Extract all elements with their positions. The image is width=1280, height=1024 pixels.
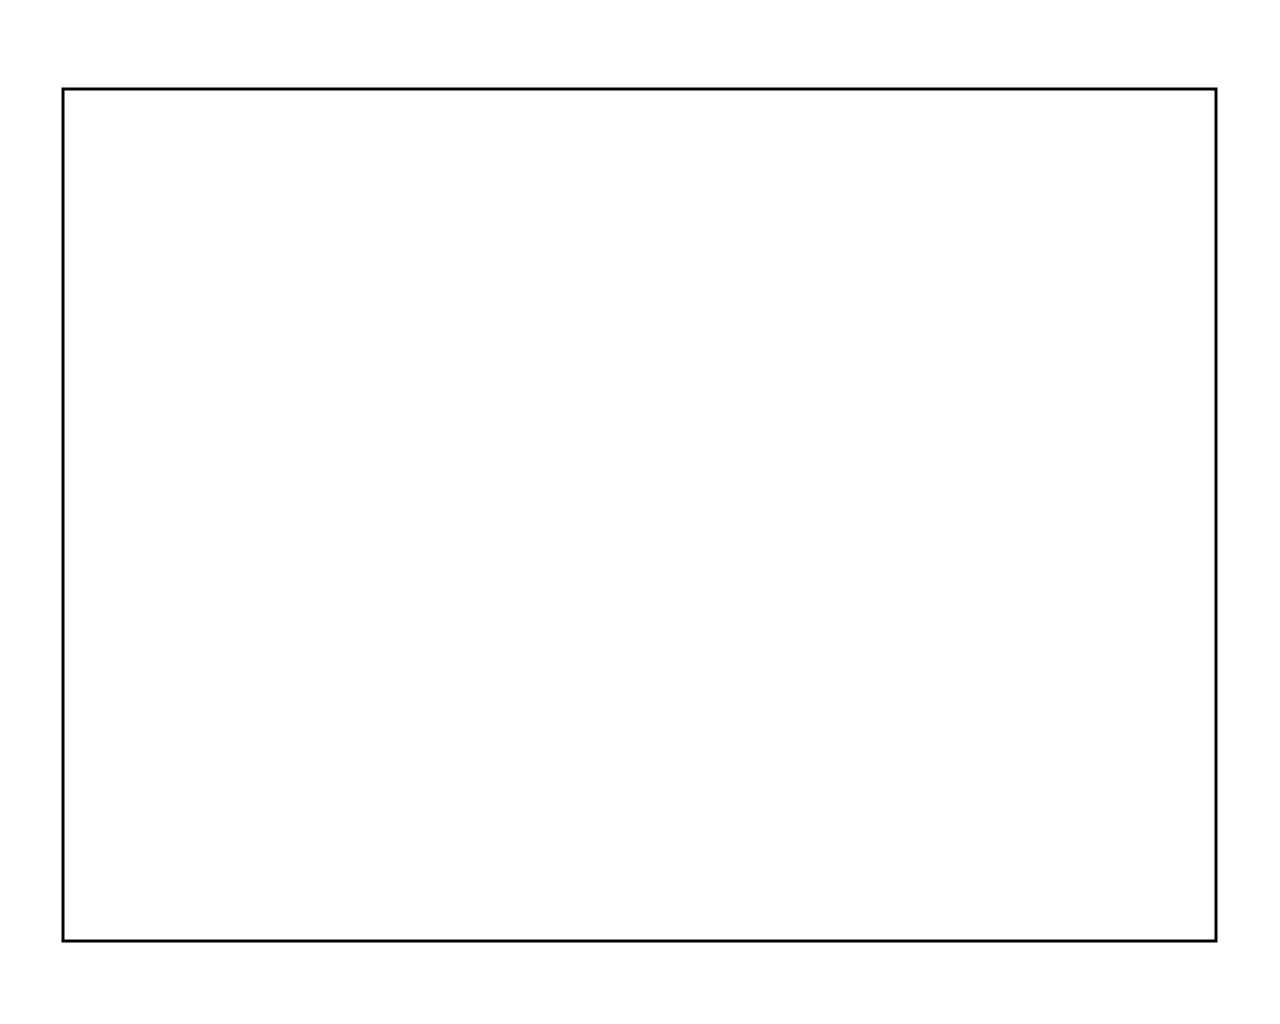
wind-barb-legend-icon	[865, 980, 955, 1014]
map-frame	[61, 87, 1218, 943]
